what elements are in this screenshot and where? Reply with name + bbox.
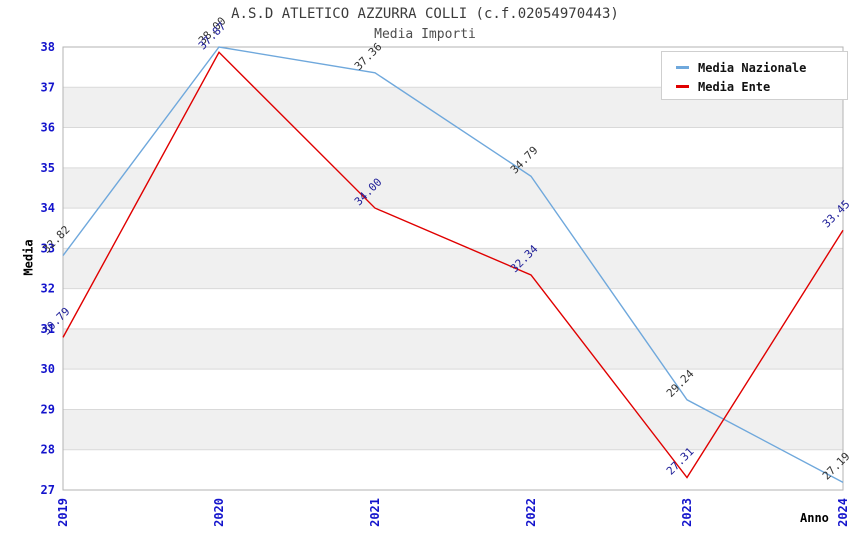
x-tick-label: 2019 [56,498,70,527]
y-tick-label: 36 [41,121,55,135]
legend-line-swatch-ente [676,85,689,88]
legend-line-swatch-nazionale [676,66,689,69]
legend-item-media-ente: Media Ente [670,77,839,96]
y-tick-label: 29 [41,402,55,416]
y-tick-label: 37 [41,80,55,94]
y-tick-label: 34 [41,201,55,215]
y-tick-label: 35 [41,161,55,175]
data-label-series-0: 29.24 [664,367,697,400]
plot-band [63,167,843,209]
legend-item-media-nazionale: Media Nazionale [670,58,839,77]
plot-band [63,248,843,289]
x-axis-label: Anno [800,511,829,525]
chart-title: A.S.D ATLETICO AZZURRA COLLI (c.f.020549… [231,6,619,22]
data-label-series-0: 37.36 [352,40,385,73]
series-line-0 [62,46,844,483]
legend-label-media-ente: Media Ente [698,79,771,94]
legend: Media Nazionale Media Ente [661,51,848,100]
plot-band [63,409,843,450]
y-tick-label: 30 [41,362,55,376]
y-tick-label: 32 [41,282,55,296]
plot-band [63,328,843,370]
y-tick-label: 28 [41,443,55,457]
x-tick-label: 2024 [836,498,850,527]
chart-subtitle: Media Importi [374,27,476,42]
y-tick-label: 38 [41,40,55,54]
plot-border [62,46,844,491]
series-line-1 [62,51,844,479]
x-tick-label: 2020 [212,498,226,527]
y-tick-label: 33 [41,241,55,255]
x-tick-label: 2022 [524,498,538,527]
x-tick-label: 2023 [680,498,694,527]
y-tick-label: 27 [41,483,55,497]
x-tick-label: 2021 [368,498,382,527]
legend-label-media-nazionale: Media Nazionale [698,60,807,75]
y-tick-label: 31 [41,322,55,336]
